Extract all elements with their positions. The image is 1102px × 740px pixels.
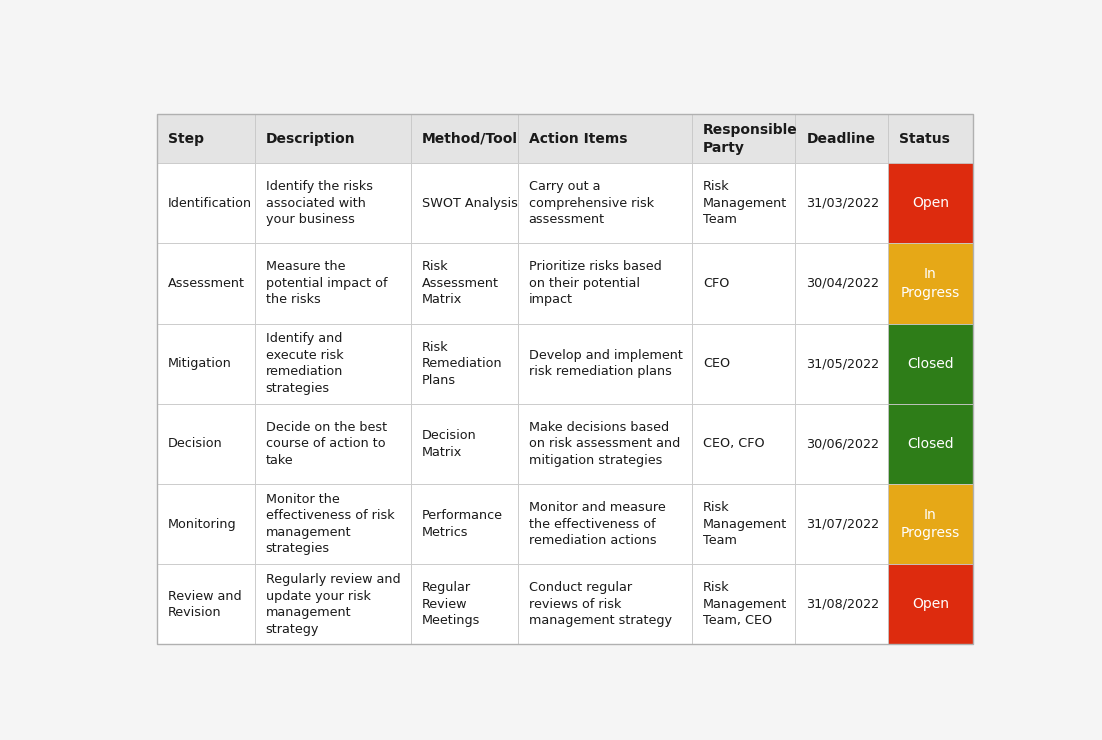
Text: Open: Open <box>911 196 949 210</box>
Bar <box>411 115 518 164</box>
Bar <box>518 243 692 323</box>
Text: 31/05/2022: 31/05/2022 <box>807 357 879 370</box>
Text: Description: Description <box>266 132 355 146</box>
Text: Action Items: Action Items <box>529 132 627 146</box>
Bar <box>518 164 692 243</box>
Text: Closed: Closed <box>907 357 953 371</box>
Text: Monitoring: Monitoring <box>168 517 236 531</box>
Text: Measure the
potential impact of
the risks: Measure the potential impact of the risk… <box>266 260 387 306</box>
Bar <box>411 164 518 243</box>
Text: CEO: CEO <box>703 357 730 370</box>
Bar <box>411 243 518 323</box>
Bar <box>255 243 411 323</box>
Text: Decision
Matrix: Decision Matrix <box>422 429 476 459</box>
Bar <box>888 243 973 323</box>
Bar <box>255 164 411 243</box>
Text: Carry out a
comprehensive risk
assessment: Carry out a comprehensive risk assessmen… <box>529 181 653 226</box>
Text: Regular
Review
Meetings: Regular Review Meetings <box>422 581 480 628</box>
Text: Status: Status <box>899 132 950 146</box>
Text: Monitor and measure
the effectiveness of
remediation actions: Monitor and measure the effectiveness of… <box>529 501 666 547</box>
Text: Closed: Closed <box>907 437 953 451</box>
Text: Open: Open <box>911 597 949 611</box>
Bar <box>255 115 411 164</box>
Text: Assessment: Assessment <box>168 277 245 290</box>
Text: CFO: CFO <box>703 277 730 290</box>
Bar <box>156 243 255 323</box>
Text: Method/Tool: Method/Tool <box>422 132 518 146</box>
Bar <box>156 164 255 243</box>
Text: SWOT Analysis: SWOT Analysis <box>422 197 518 209</box>
Bar <box>888 404 973 484</box>
Text: Risk
Assessment
Matrix: Risk Assessment Matrix <box>422 260 499 306</box>
Bar <box>518 484 692 564</box>
Text: Mitigation: Mitigation <box>168 357 231 370</box>
Bar <box>411 564 518 645</box>
Bar <box>156 115 255 164</box>
Bar <box>692 323 796 404</box>
Bar <box>796 484 888 564</box>
Bar <box>692 484 796 564</box>
Text: Conduct regular
reviews of risk
management strategy: Conduct regular reviews of risk manageme… <box>529 581 672 628</box>
Text: Review and
Revision: Review and Revision <box>168 590 241 619</box>
Bar <box>796 164 888 243</box>
Bar <box>518 404 692 484</box>
Text: Develop and implement
risk remediation plans: Develop and implement risk remediation p… <box>529 349 682 378</box>
Text: Responsible
Party: Responsible Party <box>703 123 798 155</box>
Text: 30/04/2022: 30/04/2022 <box>807 277 879 290</box>
Text: Monitor the
effectiveness of risk
management
strategies: Monitor the effectiveness of risk manage… <box>266 493 395 555</box>
Text: In
Progress: In Progress <box>900 267 960 300</box>
Text: Identify and
execute risk
remediation
strategies: Identify and execute risk remediation st… <box>266 332 343 395</box>
Text: Step: Step <box>168 132 204 146</box>
Text: Prioritize risks based
on their potential
impact: Prioritize risks based on their potentia… <box>529 260 661 306</box>
Bar <box>156 564 255 645</box>
Bar <box>518 564 692 645</box>
Text: 31/03/2022: 31/03/2022 <box>807 197 879 209</box>
Text: 31/07/2022: 31/07/2022 <box>807 517 879 531</box>
Text: Performance
Metrics: Performance Metrics <box>422 509 503 539</box>
Bar <box>692 164 796 243</box>
Text: Deadline: Deadline <box>807 132 875 146</box>
Bar <box>888 323 973 404</box>
Text: Identification: Identification <box>168 197 251 209</box>
Bar <box>255 404 411 484</box>
Bar <box>518 323 692 404</box>
Text: 31/08/2022: 31/08/2022 <box>807 598 879 610</box>
Text: Risk
Management
Team: Risk Management Team <box>703 501 787 547</box>
Bar <box>796 323 888 404</box>
Bar <box>692 404 796 484</box>
Text: 30/06/2022: 30/06/2022 <box>807 437 879 451</box>
Bar <box>411 323 518 404</box>
Text: Risk
Management
Team: Risk Management Team <box>703 181 787 226</box>
Bar <box>692 564 796 645</box>
Bar <box>156 323 255 404</box>
Text: Risk
Management
Team, CEO: Risk Management Team, CEO <box>703 581 787 628</box>
Bar <box>156 404 255 484</box>
Text: Risk
Remediation
Plans: Risk Remediation Plans <box>422 340 503 387</box>
Bar <box>796 404 888 484</box>
Bar <box>255 323 411 404</box>
Bar <box>518 115 692 164</box>
Bar <box>255 564 411 645</box>
Bar <box>888 564 973 645</box>
Bar <box>888 115 973 164</box>
Bar <box>255 484 411 564</box>
Text: CEO, CFO: CEO, CFO <box>703 437 765 451</box>
Bar <box>156 484 255 564</box>
Bar <box>692 243 796 323</box>
Bar <box>796 564 888 645</box>
Bar <box>888 484 973 564</box>
Bar <box>411 484 518 564</box>
Text: Decision: Decision <box>168 437 223 451</box>
Text: Decide on the best
course of action to
take: Decide on the best course of action to t… <box>266 421 387 467</box>
Bar <box>411 404 518 484</box>
Bar <box>796 243 888 323</box>
Bar <box>888 164 973 243</box>
Text: Make decisions based
on risk assessment and
mitigation strategies: Make decisions based on risk assessment … <box>529 421 680 467</box>
Text: In
Progress: In Progress <box>900 508 960 540</box>
Bar <box>796 115 888 164</box>
Bar <box>692 115 796 164</box>
Text: Regularly review and
update your risk
management
strategy: Regularly review and update your risk ma… <box>266 573 400 636</box>
Text: Identify the risks
associated with
your business: Identify the risks associated with your … <box>266 181 372 226</box>
